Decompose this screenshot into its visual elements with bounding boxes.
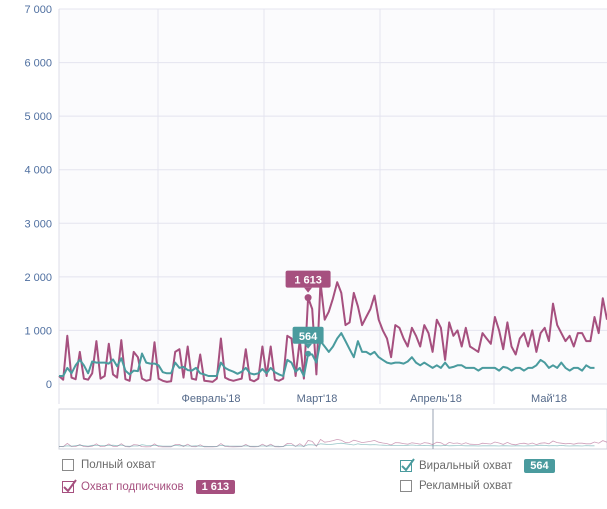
series-line-viral-reach [59,332,595,377]
tooltip-subscriber-reach-pointer [304,287,313,293]
check-icon [401,458,415,472]
range-navigator[interactable] [58,408,607,450]
viral-reach-badge: 564 [524,459,555,473]
highlight-point-viral [305,350,312,357]
y-tick-label: 6 000 [24,58,52,70]
y-tick-label: 3 000 [24,218,52,230]
legend-label-subscriber-reach: Охват подписчиков [81,481,184,493]
navigator-line-subscriber-reach [58,438,607,448]
check-icon [63,479,77,493]
y-tick-label: 4 000 [24,165,52,177]
x-tick-label: Апрель'18 [410,393,462,405]
plot-area [59,9,607,384]
legend-item-total-reach[interactable]: Полный охват [62,459,156,471]
series-line-subscriber-reach [58,281,607,383]
tooltip-viral-reach: 564 [292,326,324,349]
y-tick-label: 1 000 [24,325,52,337]
legend-item-ad-reach[interactable]: Рекламный охват [400,480,512,492]
subscriber-reach-badge: 1 613 [195,480,236,494]
legend-label-total-reach: Полный охват [81,459,156,471]
navigator-line-viral-reach [59,442,595,447]
tooltip-subscriber-reach-label: 1 613 [294,275,322,287]
tooltip-viral-reach-pointer [304,343,313,349]
reach-line-chart: 7 000 6 000 5 000 4 000 3 000 2 000 1 000 0 Февр… [24,4,607,450]
checkbox-ad-reach[interactable] [400,480,412,492]
legend-label-ad-reach: Рекламный охват [419,480,513,492]
tooltip-subscriber-reach-box [285,270,331,288]
checkbox-total-reach[interactable] [62,459,74,471]
tooltip-subscriber-reach: 1 613 [285,270,331,293]
y-tick-label: 5 000 [24,111,52,123]
legend-item-subscriber-reach[interactable]: Охват подписчиков 1 613 [62,479,236,494]
x-tick-label: Февраль'18 [181,393,240,405]
y-tick-label: 7 000 [24,4,52,16]
x-tick-label: Май'18 [531,393,567,405]
legend-label-viral-reach: Виральный охват [419,460,513,472]
tooltip-viral-reach-box [292,326,324,344]
legend-item-viral-reach[interactable]: Виральный охват 564 [400,458,555,473]
x-tick-label: Март'18 [297,393,338,405]
y-tick-label: 2 000 [24,272,52,284]
tooltip-viral-reach-label: 564 [299,331,318,343]
checkbox-viral-reach[interactable] [400,458,415,472]
checkbox-subscriber-reach[interactable] [62,479,77,493]
y-tick-label: 0 [46,379,52,391]
highlight-point-subscriber [304,294,312,302]
